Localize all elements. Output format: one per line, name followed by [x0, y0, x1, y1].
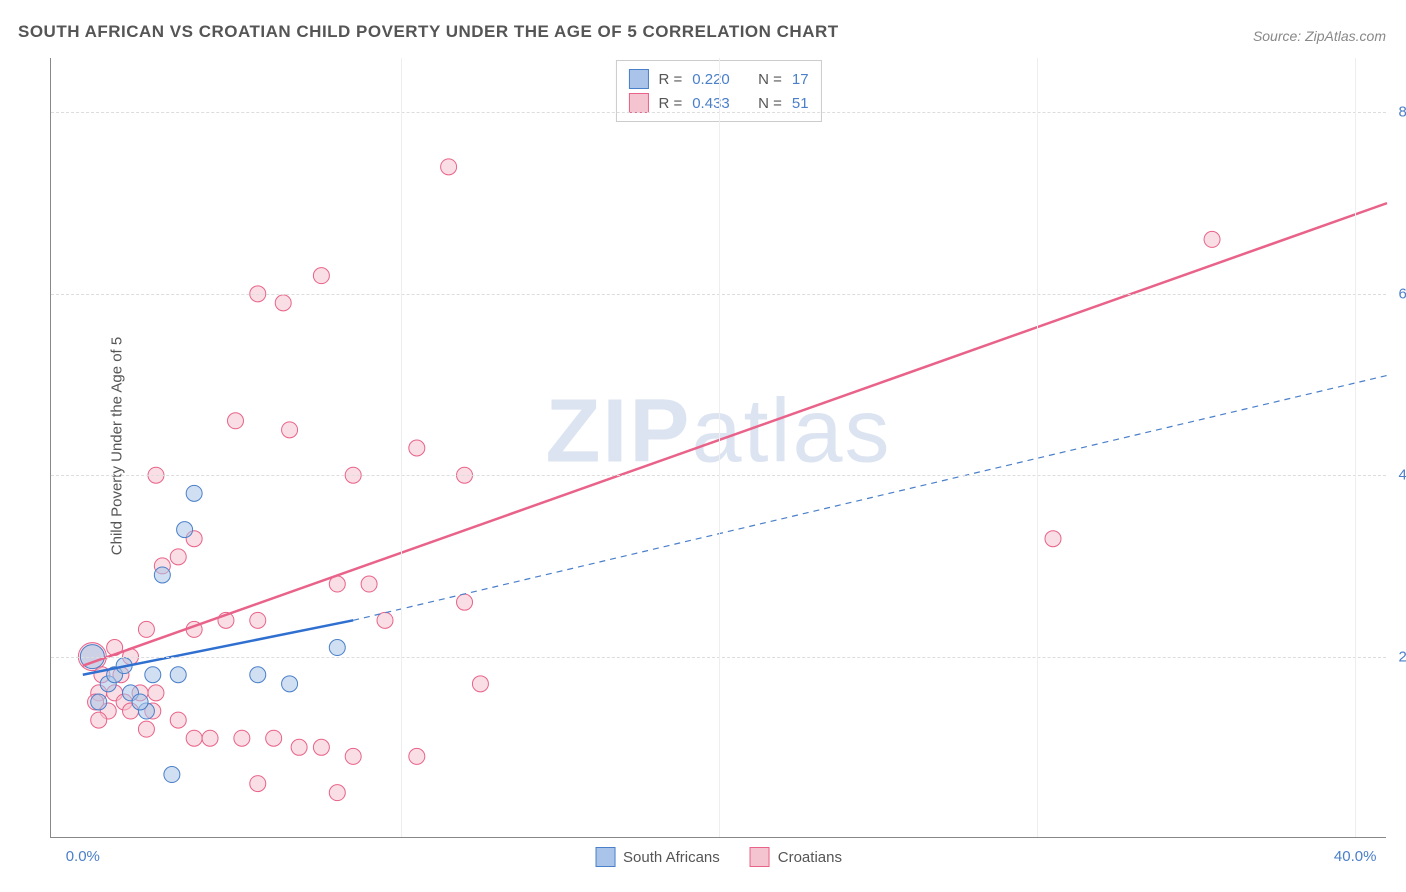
gridline-v [1037, 58, 1038, 837]
scatter-point [282, 422, 298, 438]
r-label: R = [658, 95, 682, 112]
gridline-v [401, 58, 402, 837]
y-tick-label: 80.0% [1398, 104, 1406, 121]
legend-label-south-africans: South Africans [623, 849, 720, 866]
scatter-point [170, 549, 186, 565]
scatter-point [409, 748, 425, 764]
y-tick-label: 20.0% [1398, 648, 1406, 665]
r-value-croatians: 0.433 [692, 95, 730, 112]
scatter-point [170, 667, 186, 683]
r-label: R = [658, 71, 682, 88]
n-value-croatians: 51 [792, 95, 809, 112]
scatter-point [138, 621, 154, 637]
scatter-point [202, 730, 218, 746]
source-credit: Source: ZipAtlas.com [1253, 28, 1386, 44]
scatter-point [275, 295, 291, 311]
scatter-point [234, 730, 250, 746]
x-tick-label: 40.0% [1334, 848, 1377, 865]
scatter-point [250, 776, 266, 792]
r-value-south-africans: 0.220 [692, 71, 730, 88]
scatter-point [1204, 231, 1220, 247]
y-tick-label: 60.0% [1398, 285, 1406, 302]
y-tick-label: 40.0% [1398, 467, 1406, 484]
scatter-point [138, 721, 154, 737]
scatter-point [250, 612, 266, 628]
legend-label-croatians: Croatians [778, 849, 842, 866]
scatter-point [329, 785, 345, 801]
scatter-point [132, 694, 148, 710]
scatter-point [227, 413, 243, 429]
scatter-point [282, 676, 298, 692]
scatter-point [457, 594, 473, 610]
n-label: N = [758, 71, 782, 88]
scatter-point [472, 676, 488, 692]
scatter-point [409, 440, 425, 456]
scatter-point [177, 522, 193, 538]
scatter-point [250, 667, 266, 683]
scatter-point [1045, 531, 1061, 547]
scatter-point [154, 567, 170, 583]
scatter-point [329, 640, 345, 656]
scatter-point [148, 685, 164, 701]
scatter-point [91, 712, 107, 728]
scatter-point [91, 694, 107, 710]
scatter-point [186, 730, 202, 746]
gridline-v [1355, 58, 1356, 837]
gridline-v [719, 58, 720, 837]
scatter-point [145, 667, 161, 683]
legend-item-south-africans: South Africans [595, 847, 720, 867]
scatter-point [186, 485, 202, 501]
n-value-south-africans: 17 [792, 71, 809, 88]
swatch-croatians [628, 93, 648, 113]
legend-item-croatians: Croatians [750, 847, 842, 867]
swatch-south-africans [628, 69, 648, 89]
scatter-point [441, 159, 457, 175]
scatter-point [313, 268, 329, 284]
scatter-point [164, 767, 180, 783]
swatch-south-africans [595, 847, 615, 867]
plot-area: ZIPatlas R = 0.220 N = 17 R = 0.433 N = … [50, 58, 1386, 838]
chart-container: SOUTH AFRICAN VS CROATIAN CHILD POVERTY … [0, 0, 1406, 892]
x-tick-label: 0.0% [66, 848, 100, 865]
scatter-point [361, 576, 377, 592]
scatter-point [291, 739, 307, 755]
bottom-legend: South Africans Croatians [595, 847, 842, 867]
chart-title: SOUTH AFRICAN VS CROATIAN CHILD POVERTY … [18, 22, 839, 42]
scatter-point [345, 748, 361, 764]
n-label: N = [758, 95, 782, 112]
scatter-point [266, 730, 282, 746]
swatch-croatians [750, 847, 770, 867]
scatter-point [170, 712, 186, 728]
scatter-point [313, 739, 329, 755]
